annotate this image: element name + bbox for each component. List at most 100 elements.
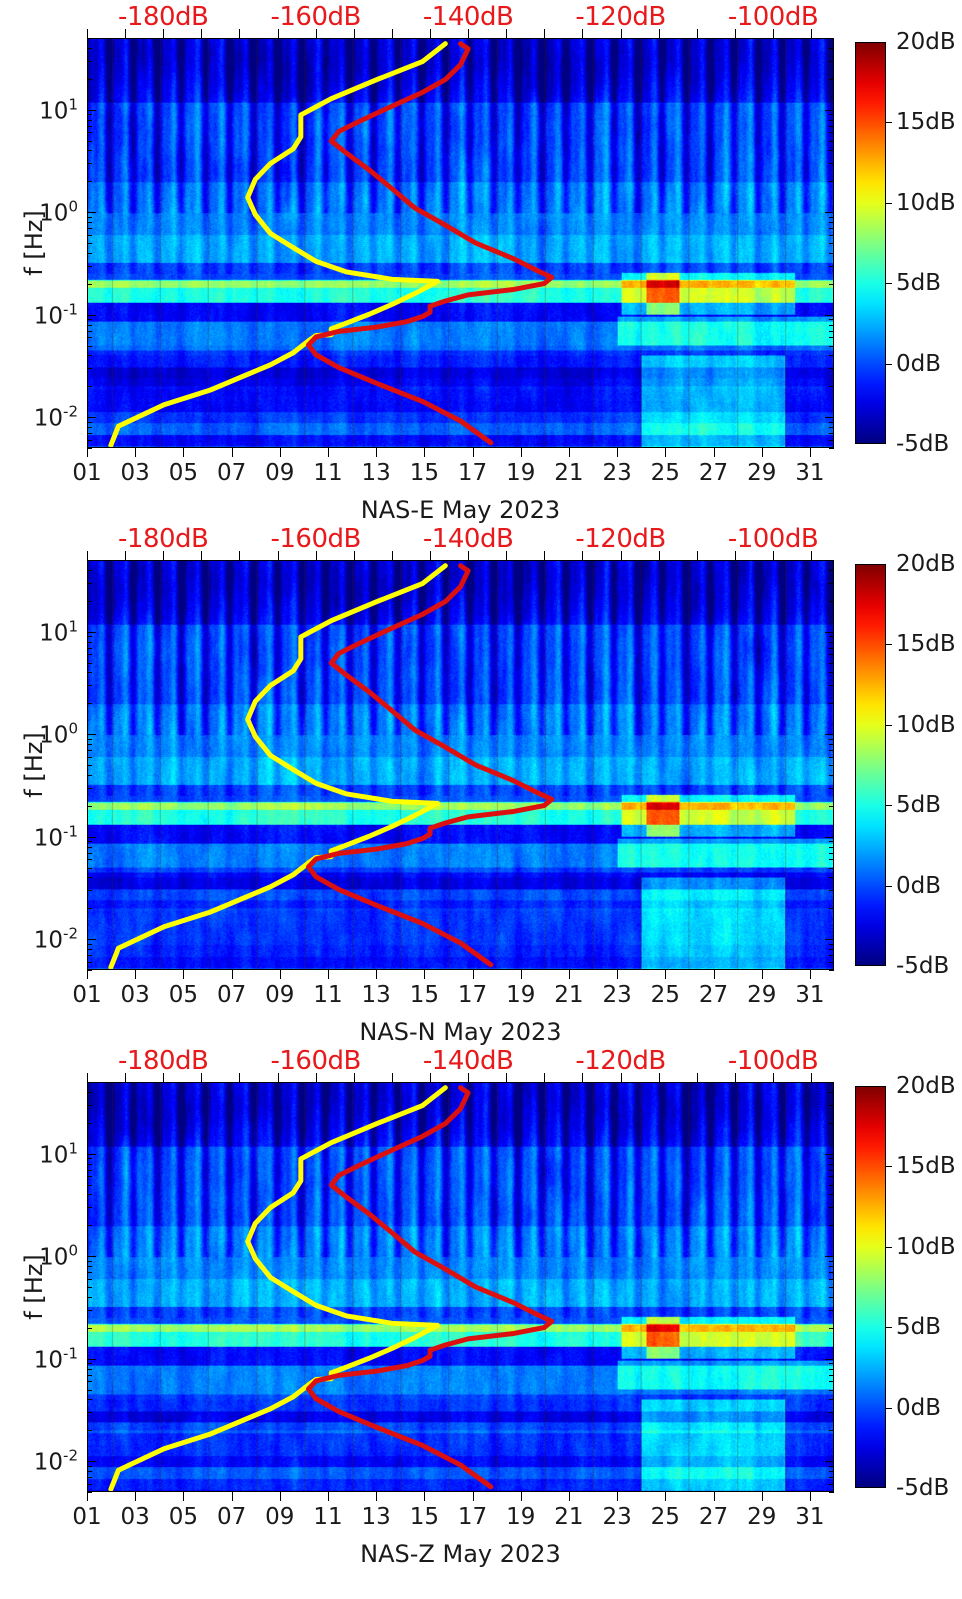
- y-axis-label: f [Hz]: [20, 210, 48, 276]
- y-axis-tick-label: 100: [39, 719, 78, 749]
- y-axis-minor-tick: [829, 1471, 834, 1473]
- y-axis-minor-tick: [87, 1176, 92, 1178]
- y-axis-minor-tick: [829, 582, 834, 584]
- colorbar-tick-label: 10dB: [896, 189, 956, 216]
- y-axis-minor-tick: [87, 1122, 92, 1124]
- y-axis-minor-tick: [87, 433, 92, 435]
- y-axis-minor-tick: [87, 181, 92, 183]
- x-axis-tick: [183, 1492, 185, 1501]
- top-axis-tick: [582, 1073, 584, 1082]
- top-axis-tick: [468, 551, 470, 560]
- top-axis-tick: [696, 29, 698, 38]
- y-axis-minor-tick: [829, 439, 834, 441]
- y-axis-minor-tick: [829, 1169, 834, 1171]
- top-axis-tick: [315, 551, 317, 560]
- y-axis-minor-tick: [829, 1260, 834, 1262]
- y-axis-minor-tick: [829, 386, 834, 388]
- y-axis-minor-tick: [87, 1278, 92, 1280]
- x-axis-tick-label: 19: [506, 1504, 536, 1530]
- y-axis-minor-tick: [87, 1430, 92, 1432]
- y-axis-tick-label: 101: [39, 1139, 78, 1168]
- x-axis-tick: [231, 1492, 233, 1501]
- top-axis-tick-label: -100dB: [727, 524, 819, 554]
- x-axis-tick-label: 25: [650, 982, 680, 1008]
- top-axis-tick: [773, 551, 775, 560]
- top-axis-tick: [239, 1073, 241, 1082]
- x-axis-tick: [617, 1492, 619, 1501]
- x-axis-tick-label: 29: [747, 1504, 777, 1530]
- colorbar-tick: [886, 363, 892, 365]
- y-axis-tick: [87, 109, 96, 111]
- x-axis-tick: [87, 970, 88, 979]
- x-axis-tick-label: 03: [120, 460, 150, 486]
- top-axis-tick: [391, 29, 393, 38]
- x-axis-tick: [376, 1492, 378, 1501]
- y-axis-minor-tick: [87, 636, 92, 638]
- top-axis-tick: [277, 551, 279, 560]
- y-axis-minor-tick: [829, 125, 834, 127]
- top-axis-tick: [658, 29, 660, 38]
- y-axis-tick-label: 101: [39, 617, 78, 646]
- x-axis-tick-label: 25: [650, 460, 680, 486]
- x-axis-tick-label: 07: [216, 1504, 247, 1530]
- colorbar-tick: [886, 644, 892, 646]
- y-axis-minor-tick: [829, 1492, 834, 1493]
- top-axis-tick-label: -100dB: [727, 2, 819, 32]
- y-axis-minor-tick: [829, 38, 834, 39]
- colorbar-tick: [886, 1166, 892, 1168]
- y-axis-minor-tick: [829, 368, 834, 370]
- spectrogram-plot-area: [87, 1082, 834, 1492]
- y-axis-tick: [825, 1256, 834, 1258]
- panel-title: NAS-Z May 2023: [360, 1540, 561, 1568]
- y-axis-minor-tick: [87, 600, 92, 602]
- y-axis-minor-tick: [829, 1082, 834, 1083]
- y-axis-minor-tick: [829, 1194, 834, 1196]
- y-axis-minor-tick: [829, 846, 834, 848]
- y-axis-minor-tick: [829, 672, 834, 674]
- x-axis-tick-label: 09: [265, 460, 295, 486]
- y-axis-tick: [87, 1256, 96, 1258]
- colorbar-tick: [886, 283, 892, 285]
- colorbar-tick-label: -5dB: [896, 431, 950, 457]
- noise-model-overlay: [108, 563, 555, 969]
- y-axis-minor-tick: [829, 1122, 834, 1124]
- x-axis-tick: [761, 448, 763, 457]
- y-axis-tick: [825, 417, 834, 419]
- y-axis-minor-tick: [829, 78, 834, 80]
- spectrogram-panel: -180dB -160dB -140dB -120dB -100dB 101 100 10-1…: [0, 1044, 962, 1577]
- y-axis-minor-tick: [829, 47, 834, 49]
- y-axis-tick: [87, 314, 96, 316]
- y-axis-minor-tick: [829, 355, 834, 357]
- x-axis-tick-label: 13: [361, 982, 391, 1008]
- x-axis-tick: [520, 970, 522, 979]
- x-axis-tick-label: 05: [168, 1504, 199, 1530]
- y-axis-minor-tick: [829, 1225, 834, 1227]
- x-axis-tick: [183, 448, 185, 457]
- y-axis-minor-tick: [829, 319, 834, 321]
- y-axis-tick-label: 10-2: [33, 1446, 78, 1476]
- x-axis-tick-label: 03: [120, 1504, 150, 1530]
- y-axis-minor-tick: [87, 1327, 92, 1329]
- y-axis-minor-tick: [87, 662, 92, 664]
- y-axis-minor-tick: [87, 114, 92, 116]
- y-axis-minor-tick: [87, 744, 92, 746]
- y-axis-minor-tick: [87, 1104, 92, 1106]
- y-axis-minor-tick: [87, 216, 92, 218]
- y-axis-minor-tick: [829, 427, 834, 429]
- y-axis-minor-tick: [829, 943, 834, 945]
- top-axis-tick: [811, 551, 813, 560]
- x-axis-tick: [809, 448, 811, 457]
- y-axis-tick: [87, 417, 96, 419]
- x-axis-tick-label: 29: [747, 982, 777, 1008]
- colorbar-tick-label: 15dB: [896, 1153, 956, 1180]
- y-axis-minor-tick: [829, 569, 834, 571]
- x-axis-tick: [713, 1492, 715, 1501]
- y-axis-minor-tick: [87, 337, 92, 339]
- y-axis-minor-tick: [87, 877, 92, 879]
- top-axis-tick: [506, 551, 508, 560]
- y-axis-tick-label: 10-1: [33, 1344, 78, 1373]
- top-axis-tick: [734, 29, 736, 38]
- y-axis-minor-tick: [87, 150, 92, 152]
- y-axis-minor-tick: [87, 345, 92, 347]
- x-axis-tick: [665, 970, 667, 979]
